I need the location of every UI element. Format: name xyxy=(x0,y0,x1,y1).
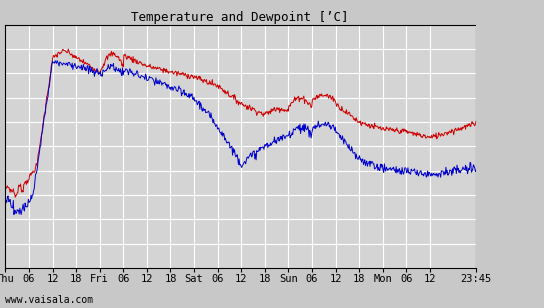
Text: Temperature and Dewpoint [’C]: Temperature and Dewpoint [’C] xyxy=(131,11,348,24)
Text: www.vaisala.com: www.vaisala.com xyxy=(5,295,94,305)
